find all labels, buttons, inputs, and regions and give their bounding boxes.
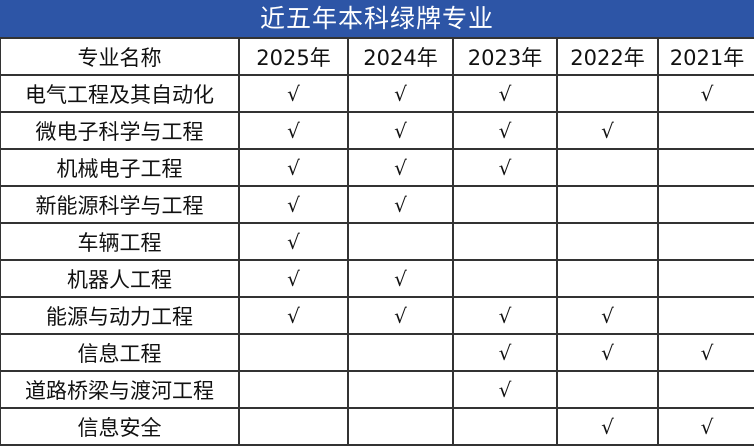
header-year: 2023年	[452, 37, 558, 76]
table-row: 电气工程及其自动化 √ √ √ √	[0, 74, 754, 113]
empty-cell	[556, 222, 659, 261]
major-name: 新能源科学与工程	[0, 185, 240, 224]
major-name: 信息工程	[0, 333, 240, 372]
table-row: 机器人工程 √ √	[0, 259, 754, 298]
check-mark-cell: √	[452, 148, 558, 187]
check-mark-cell: √	[238, 74, 349, 113]
check-mark-cell: √	[452, 111, 558, 150]
major-name: 能源与动力工程	[0, 296, 240, 335]
major-name: 信息安全	[0, 407, 240, 446]
check-mark-cell: √	[452, 333, 558, 372]
check-mark-cell: √	[657, 333, 754, 372]
table-row: 微电子科学与工程 √ √ √ √	[0, 111, 754, 150]
empty-cell	[657, 259, 754, 298]
check-mark-cell: √	[347, 111, 454, 150]
check-mark-cell: √	[556, 296, 659, 335]
empty-cell	[347, 370, 454, 409]
header-major-name: 专业名称	[0, 37, 240, 76]
check-mark-cell: √	[556, 407, 659, 446]
check-mark-cell: √	[347, 185, 454, 224]
check-mark-cell: √	[657, 407, 754, 446]
empty-cell	[657, 111, 754, 150]
check-mark-cell: √	[657, 74, 754, 113]
table-row: 机械电子工程 √ √ √	[0, 148, 754, 187]
empty-cell	[452, 222, 558, 261]
header-year: 2021年	[657, 37, 754, 76]
table-row: 道路桥梁与渡河工程 √	[0, 370, 754, 409]
empty-cell	[347, 407, 454, 446]
header-year: 2024年	[347, 37, 454, 76]
header-year: 2025年	[238, 37, 349, 76]
empty-cell	[556, 74, 659, 113]
empty-cell	[657, 296, 754, 335]
major-name: 机械电子工程	[0, 148, 240, 187]
major-name: 道路桥梁与渡河工程	[0, 370, 240, 409]
table-row: 新能源科学与工程 √ √	[0, 185, 754, 224]
major-name: 机器人工程	[0, 259, 240, 298]
empty-cell	[347, 222, 454, 261]
empty-cell	[556, 259, 659, 298]
check-mark-cell: √	[347, 74, 454, 113]
empty-cell	[556, 370, 659, 409]
table-row: 能源与动力工程 √ √ √ √	[0, 296, 754, 335]
empty-cell	[238, 333, 349, 372]
empty-cell	[238, 370, 349, 409]
major-name: 微电子科学与工程	[0, 111, 240, 150]
empty-cell	[452, 185, 558, 224]
empty-cell	[657, 148, 754, 187]
check-mark-cell: √	[452, 370, 558, 409]
check-mark-cell: √	[238, 148, 349, 187]
green-card-majors-table: 专业名称 2025年 2024年 2023年 2022年 2021年 电气工程及其自动化 √…	[0, 37, 754, 446]
header-year: 2022年	[556, 37, 659, 76]
empty-cell	[657, 222, 754, 261]
check-mark-cell: √	[347, 296, 454, 335]
empty-cell	[556, 185, 659, 224]
empty-cell	[452, 259, 558, 298]
empty-cell	[452, 407, 558, 446]
check-mark-cell: √	[238, 185, 349, 224]
check-mark-cell: √	[238, 259, 349, 298]
check-mark-cell: √	[238, 222, 349, 261]
major-name: 车辆工程	[0, 222, 240, 261]
check-mark-cell: √	[452, 296, 558, 335]
empty-cell	[556, 148, 659, 187]
check-mark-cell: √	[238, 296, 349, 335]
empty-cell	[238, 407, 349, 446]
table-row: 车辆工程 √	[0, 222, 754, 261]
empty-cell	[657, 185, 754, 224]
table-row: 信息安全 √ √	[0, 407, 754, 446]
header-row: 专业名称 2025年 2024年 2023年 2022年 2021年	[0, 37, 754, 76]
empty-cell	[657, 370, 754, 409]
check-mark-cell: √	[556, 111, 659, 150]
table-row: 信息工程 √ √ √	[0, 333, 754, 372]
table-title: 近五年本科绿牌专业	[0, 0, 754, 37]
check-mark-cell: √	[452, 74, 558, 113]
check-mark-cell: √	[238, 111, 349, 150]
check-mark-cell: √	[347, 259, 454, 298]
check-mark-cell: √	[556, 333, 659, 372]
major-name: 电气工程及其自动化	[0, 74, 240, 113]
empty-cell	[347, 333, 454, 372]
check-mark-cell: √	[347, 148, 454, 187]
